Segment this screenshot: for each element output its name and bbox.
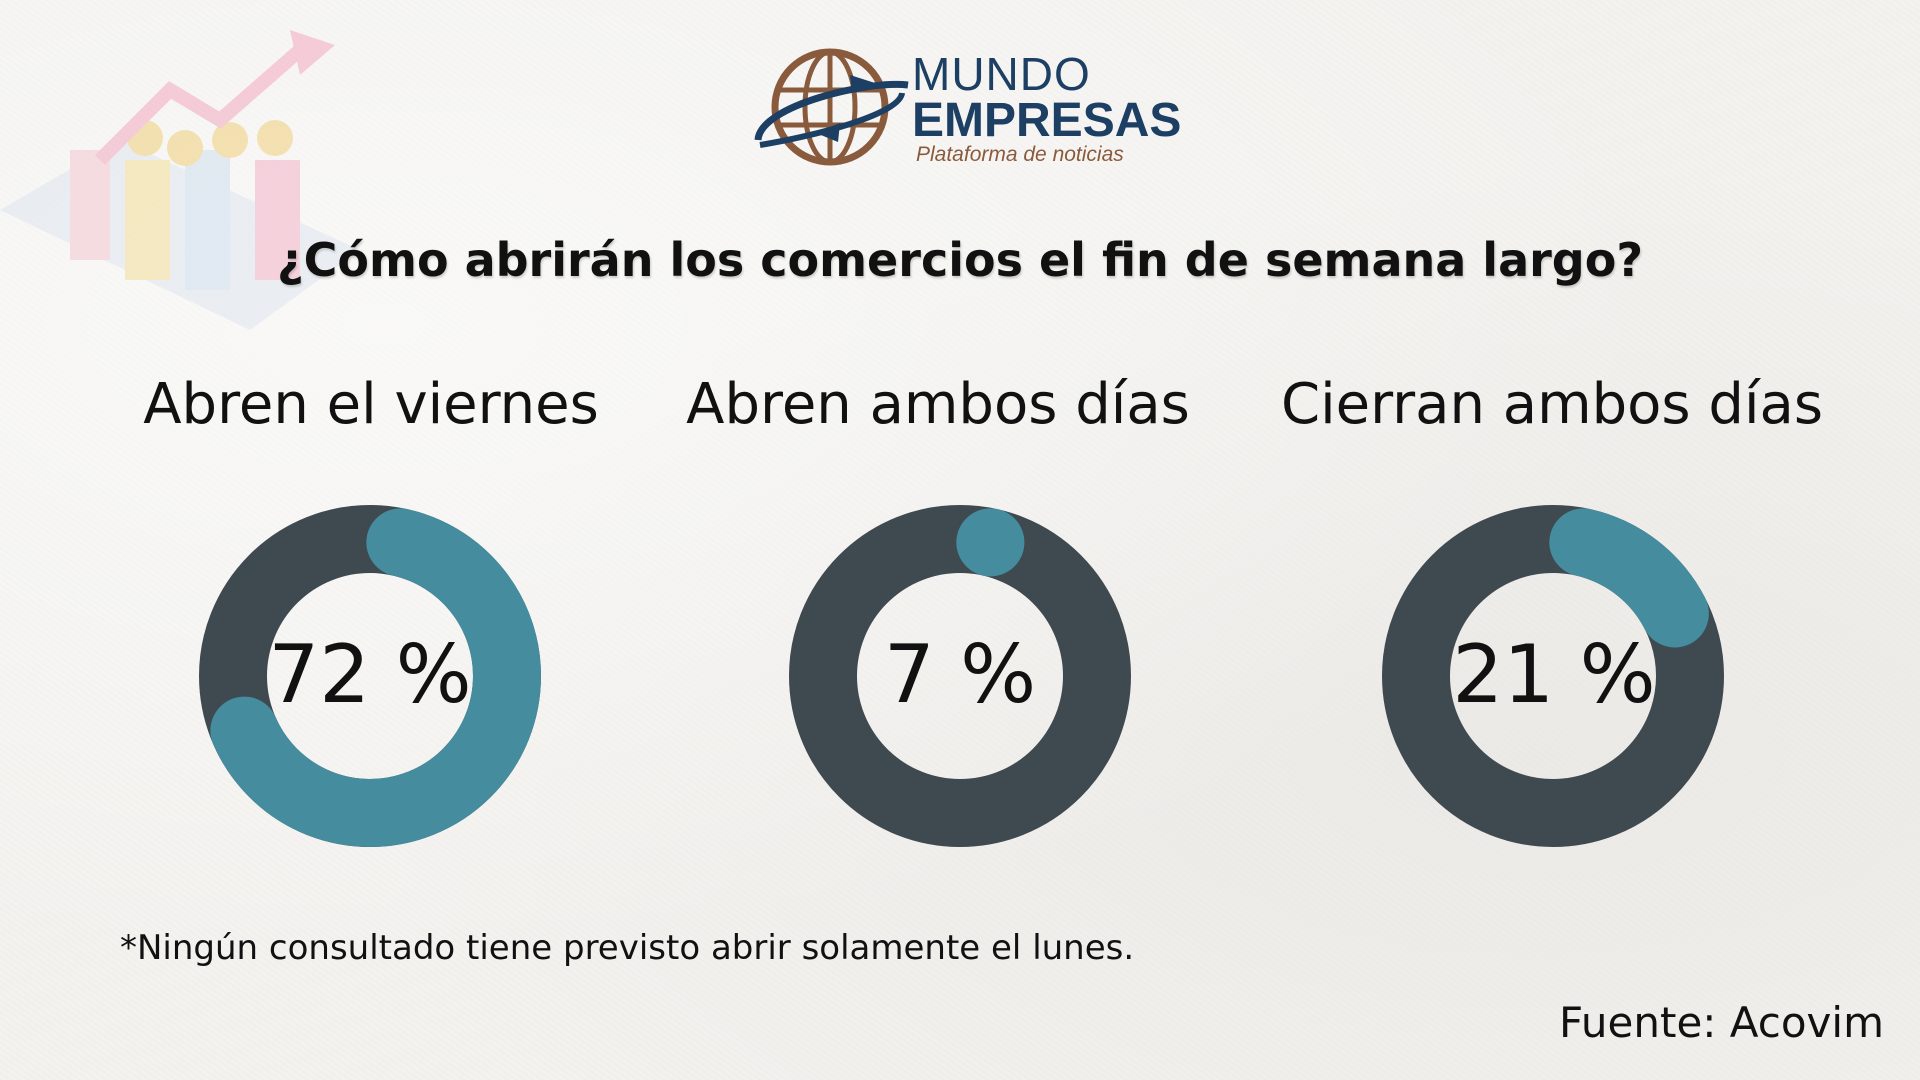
donut-value-arc-viernes (199, 505, 541, 847)
category-label-cierran: Cierran ambos días (1280, 372, 1824, 437)
category-label-viernes: Abren el viernes (143, 372, 599, 437)
donut-value-arc-ambos (789, 505, 1131, 847)
donut-value-arc-cierran (1382, 505, 1724, 847)
source-credit: Fuente: Acovim (1559, 998, 1884, 1047)
globe-icon (754, 48, 909, 166)
brand-line-1: MUNDO (912, 48, 1091, 100)
chart-question-title: ¿Cómo abrirán los comercios el fin de se… (276, 233, 1644, 287)
brand-tagline: Plataforma de noticias (916, 143, 1124, 166)
value-label-ambos: 7 % (883, 628, 1037, 721)
mundo-empresas-logo: MUNDO EMPRESAS Plataforma de noticias (750, 45, 1190, 170)
category-label-ambos: Abren ambos días (686, 372, 1190, 437)
value-label-viernes: 72 % (268, 628, 472, 721)
value-label-cierran: 21 % (1452, 628, 1656, 721)
growth-chart-decoration (0, 30, 360, 330)
brand-line-2: EMPRESAS (912, 94, 1182, 147)
footnote: *Ningún consultado tiene previsto abrir … (120, 928, 1135, 968)
